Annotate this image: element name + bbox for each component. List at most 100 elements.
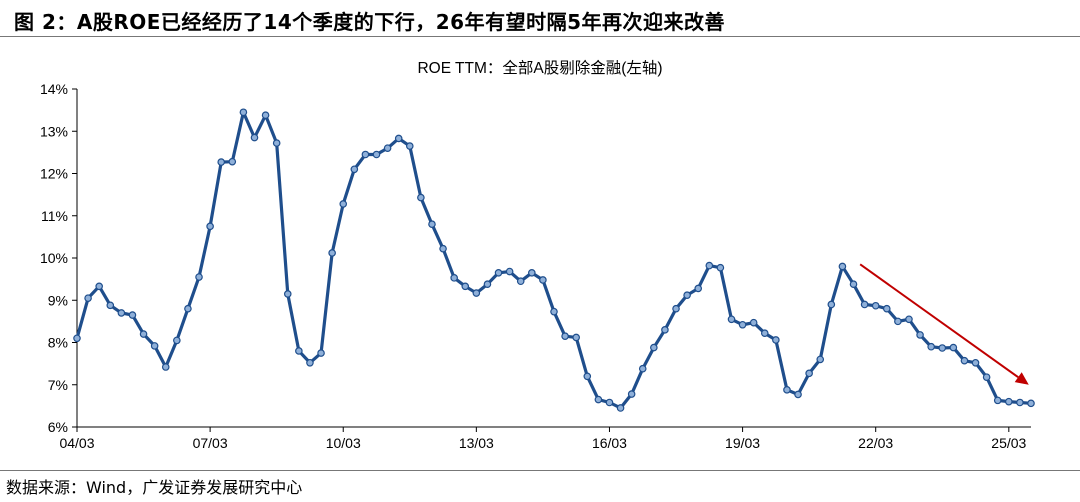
data-point bbox=[483, 280, 492, 288]
trend-arrow-head bbox=[1014, 372, 1029, 385]
y-axis: 6% 7% 8% 9% 10% 11% 12% 13% 14% bbox=[40, 81, 78, 435]
data-point bbox=[417, 193, 425, 202]
y-tick-label: 14% bbox=[40, 81, 68, 97]
data-point bbox=[561, 332, 569, 340]
data-point bbox=[228, 157, 237, 166]
data-point bbox=[638, 364, 647, 373]
x-tick-label: 07/03 bbox=[193, 435, 228, 451]
data-point bbox=[261, 111, 270, 119]
data-point bbox=[871, 301, 880, 310]
data-point bbox=[993, 396, 1002, 405]
x-tick-label: 16/03 bbox=[592, 435, 627, 451]
data-point bbox=[361, 150, 370, 159]
data-point bbox=[760, 329, 769, 338]
top-rule bbox=[0, 36, 1080, 37]
data-point bbox=[106, 301, 115, 310]
data-point bbox=[1005, 397, 1013, 406]
data-point bbox=[128, 311, 137, 319]
x-tick-label: 10/03 bbox=[326, 435, 361, 451]
data-point bbox=[938, 344, 947, 352]
data-point bbox=[372, 150, 381, 159]
x-axis: 04/03 07/03 10/03 13/03 16/03 19/03 22/03 25/03 bbox=[59, 426, 1031, 451]
x-tick-label: 13/03 bbox=[459, 435, 494, 451]
data-point bbox=[350, 165, 359, 174]
data-point bbox=[139, 330, 148, 338]
data-point bbox=[838, 262, 847, 271]
data-point bbox=[827, 300, 836, 309]
data-point bbox=[250, 133, 259, 142]
data-point bbox=[894, 317, 902, 326]
series-line-roe bbox=[75, 110, 1033, 410]
data-point bbox=[505, 267, 514, 276]
data-point bbox=[195, 273, 203, 281]
trend-arrow-line bbox=[859, 263, 1019, 379]
data-point bbox=[949, 343, 958, 352]
data-point bbox=[528, 268, 536, 277]
data-point bbox=[572, 333, 580, 342]
data-point bbox=[683, 291, 691, 299]
data-point bbox=[772, 336, 780, 344]
data-point bbox=[173, 336, 181, 345]
data-point bbox=[594, 395, 603, 404]
y-tick-label: 13% bbox=[40, 123, 68, 139]
y-tick-label: 7% bbox=[48, 377, 68, 393]
data-point bbox=[971, 358, 980, 367]
data-point bbox=[117, 309, 126, 317]
data-point bbox=[716, 263, 725, 272]
data-point bbox=[450, 274, 458, 282]
data-point bbox=[516, 277, 525, 286]
data-point bbox=[694, 284, 703, 293]
data-point bbox=[150, 342, 159, 350]
x-tick-label: 04/03 bbox=[59, 435, 94, 451]
data-point bbox=[1016, 398, 1024, 407]
data-point bbox=[627, 390, 636, 398]
source-note: 数据来源：Wind，广发证券发展研究中心 bbox=[6, 478, 303, 497]
data-point bbox=[73, 334, 81, 343]
data-point bbox=[405, 142, 414, 150]
data-point bbox=[339, 200, 348, 208]
data-point bbox=[794, 390, 802, 399]
data-point bbox=[727, 315, 736, 324]
data-point bbox=[982, 373, 991, 381]
data-point bbox=[661, 326, 669, 334]
data-point bbox=[317, 349, 325, 357]
data-point bbox=[550, 307, 558, 316]
data-point bbox=[916, 331, 924, 339]
y-tick-label: 8% bbox=[48, 335, 68, 351]
figure-title: 图 2：A股ROE已经经历了14个季度的下行，26年有望时隔5年再次迎来改善 bbox=[14, 10, 726, 34]
plot-area bbox=[73, 108, 1035, 412]
data-point bbox=[705, 261, 714, 270]
y-tick-label: 12% bbox=[40, 166, 68, 182]
data-point bbox=[616, 404, 625, 412]
data-point bbox=[283, 290, 292, 298]
data-point bbox=[583, 372, 592, 381]
data-point bbox=[494, 268, 503, 277]
data-point bbox=[272, 139, 281, 147]
data-point bbox=[960, 356, 969, 365]
data-point bbox=[539, 276, 547, 284]
data-point bbox=[439, 244, 447, 253]
data-point bbox=[749, 318, 758, 327]
data-point bbox=[95, 282, 103, 291]
data-point bbox=[905, 315, 913, 324]
data-point bbox=[383, 144, 392, 152]
data-point bbox=[461, 282, 470, 291]
data-point bbox=[217, 158, 226, 166]
bottom-rule bbox=[0, 470, 1080, 471]
data-point bbox=[849, 280, 858, 288]
data-point bbox=[816, 355, 825, 364]
data-point bbox=[239, 108, 248, 117]
data-point bbox=[927, 342, 935, 351]
data-point bbox=[472, 289, 481, 297]
chart-title: ROE TTM：全部A股剔除金融(左轴) bbox=[417, 59, 662, 77]
x-tick-label: 25/03 bbox=[991, 435, 1026, 451]
data-point bbox=[805, 369, 813, 378]
data-point bbox=[650, 343, 658, 352]
data-point bbox=[783, 386, 791, 394]
data-point bbox=[295, 347, 303, 355]
data-point bbox=[394, 134, 403, 143]
data-point bbox=[328, 249, 336, 257]
y-tick-label: 6% bbox=[48, 419, 68, 435]
data-point bbox=[738, 320, 747, 329]
